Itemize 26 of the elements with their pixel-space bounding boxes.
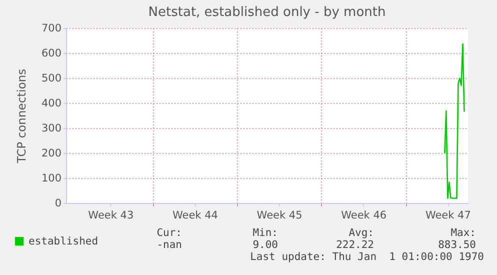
y-axis-title: TCP connections [14, 68, 28, 164]
text: 222.22 [336, 239, 374, 251]
y-tick-label: 600 [41, 48, 62, 60]
text: -nan [156, 239, 182, 251]
y-tick-label: 700 [41, 22, 62, 34]
x-tick-label: Week 43 [88, 210, 134, 222]
y-tick-label: 300 [41, 122, 62, 134]
y-tick-label: 500 [41, 72, 62, 84]
y-tick-label: 200 [41, 148, 62, 160]
text: Last update: Thu Jan 1 01:00:00 1970 [250, 251, 484, 263]
x-tick-label: Week 46 [341, 210, 387, 222]
y-tick-label: 100 [41, 172, 62, 184]
y-tick-label: 0 [54, 198, 62, 210]
text: 9.00 [252, 239, 278, 251]
chart-title: Netstat, established only - by month [148, 5, 386, 20]
text: Max: [450, 227, 476, 239]
x-tick-label: Week 44 [172, 210, 218, 222]
text: 883.50 [438, 239, 476, 251]
text: Avg: [348, 227, 374, 239]
x-tick-label: Week 47 [425, 210, 471, 222]
legend-label: established [28, 235, 98, 248]
y-tick-label: 400 [41, 98, 62, 110]
line-series [444, 43, 465, 199]
text: Min: [252, 227, 278, 239]
x-tick-label: Week 45 [256, 210, 302, 222]
text: Cur: [156, 227, 182, 239]
